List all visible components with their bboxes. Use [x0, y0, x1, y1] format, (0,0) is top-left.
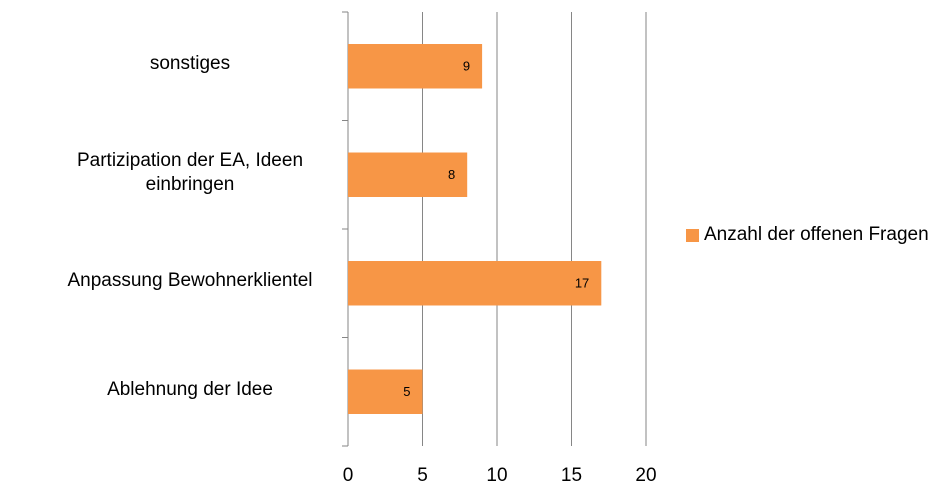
y-tick-label: Partizipation der EA, Ideen einbringen: [76, 149, 304, 195]
bar: [348, 44, 483, 89]
legend-swatch: [686, 229, 699, 242]
x-tick-label: 5: [417, 465, 428, 486]
y-tick-label: Anpassung Bewohnerklientel: [67, 270, 313, 292]
x-tick-label: 10: [486, 465, 507, 486]
y-tick-label: Ablehnung der Idee: [107, 378, 273, 400]
data-label: 17: [575, 276, 589, 291]
y-tick-label: sonstiges: [149, 53, 231, 75]
legend-label: Anzahl der offenen Fragen: [704, 224, 929, 245]
bar: [348, 369, 423, 414]
bar: [348, 152, 468, 197]
bar: [348, 261, 602, 306]
data-label: 8: [448, 167, 455, 182]
x-tick-label: 15: [561, 465, 582, 486]
data-label: 9: [463, 59, 470, 74]
data-label: 5: [403, 384, 410, 399]
x-tick-label: 20: [635, 465, 656, 486]
x-tick-label: 0: [343, 465, 354, 486]
